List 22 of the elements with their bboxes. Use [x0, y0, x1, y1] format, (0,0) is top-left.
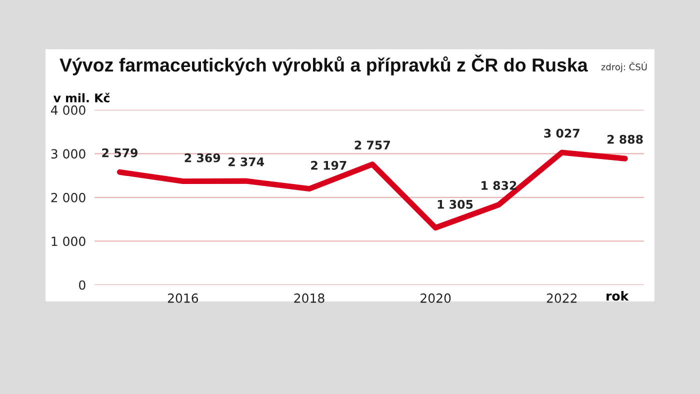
y-tick-label: 3 000 [51, 149, 86, 159]
data-label: 1 305 [438, 200, 473, 209]
data-label: 2 369 [184, 153, 220, 162]
data-label: 2 374 [228, 157, 264, 166]
chart-title: Vývoz farmaceutických výrobků a přípravků z ČR do Ruska [60, 54, 588, 76]
x-axis-title: rok [606, 290, 629, 301]
data-label: 1 832 [482, 181, 516, 190]
data-label: 2 579 [102, 148, 138, 158]
text: zdroj: ČSÚ [601, 62, 647, 72]
data-label: 2 757 [354, 140, 390, 150]
y-tick-label: 1 000 [52, 236, 86, 246]
y-tick-label: 4 000 [50, 105, 86, 115]
data-label: 2 197 [311, 160, 346, 170]
x-tick-label: 2022 [546, 293, 577, 303]
y-tick-label: 0 [79, 280, 86, 290]
data-label: 3 027 [544, 128, 580, 138]
x-tick-label: 2018 [294, 293, 324, 303]
x-tick-label: 2020 [420, 293, 451, 303]
y-axis-title: v mil. Kč [53, 92, 110, 102]
x-tick-label: 2016 [168, 293, 198, 303]
data-label: 2 888 [608, 134, 643, 144]
y-tick-label: 2 000 [51, 192, 86, 202]
